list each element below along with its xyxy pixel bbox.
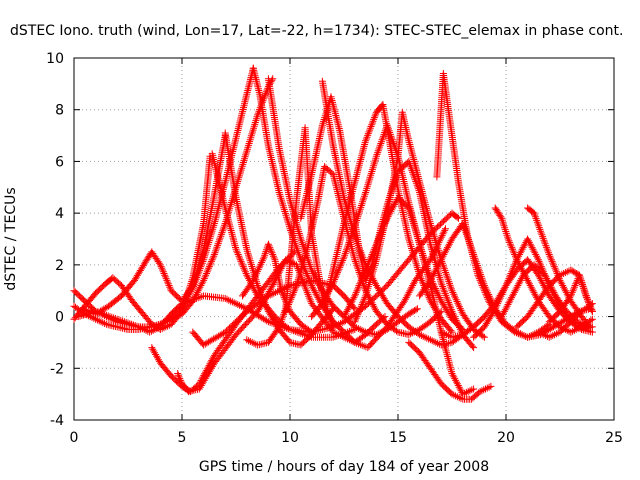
- x-axis-label: GPS time / hours of day 184 of year 2008: [199, 459, 489, 475]
- y-tick-label: -2: [50, 361, 64, 377]
- series-3: [79, 132, 229, 318]
- x-tick-label: 20: [497, 430, 515, 446]
- series-31: [545, 271, 596, 326]
- y-tick-label: -4: [50, 413, 64, 429]
- y-tick-label: 0: [55, 310, 64, 326]
- axis-ticks: 0 5 10 15 20 25 -4 -2 0 2 4 6 8 10: [46, 51, 623, 446]
- x-tick-label: 0: [70, 430, 79, 446]
- series-30: [534, 300, 596, 341]
- x-tick-label: 25: [605, 430, 623, 446]
- x-tick-label: 5: [178, 430, 187, 446]
- series-10-points: [208, 150, 359, 341]
- x-tick-label: 15: [389, 430, 407, 446]
- chart-title: dSTEC Iono. truth (wind, Lon=17, Lat=-22…: [10, 23, 623, 39]
- y-tick-label: 4: [55, 206, 64, 222]
- series-30-points: [534, 300, 596, 341]
- y-tick-label: 6: [55, 154, 64, 170]
- y-axis-label: dSTEC / TECUs: [3, 187, 19, 290]
- y-tick-label: 8: [55, 103, 64, 119]
- series-31-points: [545, 271, 596, 326]
- y-tick-label: 10: [46, 51, 64, 67]
- series-21-points: [405, 338, 495, 403]
- y-tick-label: 2: [55, 258, 64, 274]
- series-21: [405, 338, 495, 403]
- data-marks: [70, 64, 596, 403]
- series-23: [416, 220, 553, 341]
- series-23-points: [416, 220, 553, 341]
- series-3-points: [79, 132, 229, 318]
- series-10: [208, 150, 359, 341]
- x-tick-label: 10: [281, 430, 299, 446]
- plot-frame: [73, 57, 615, 421]
